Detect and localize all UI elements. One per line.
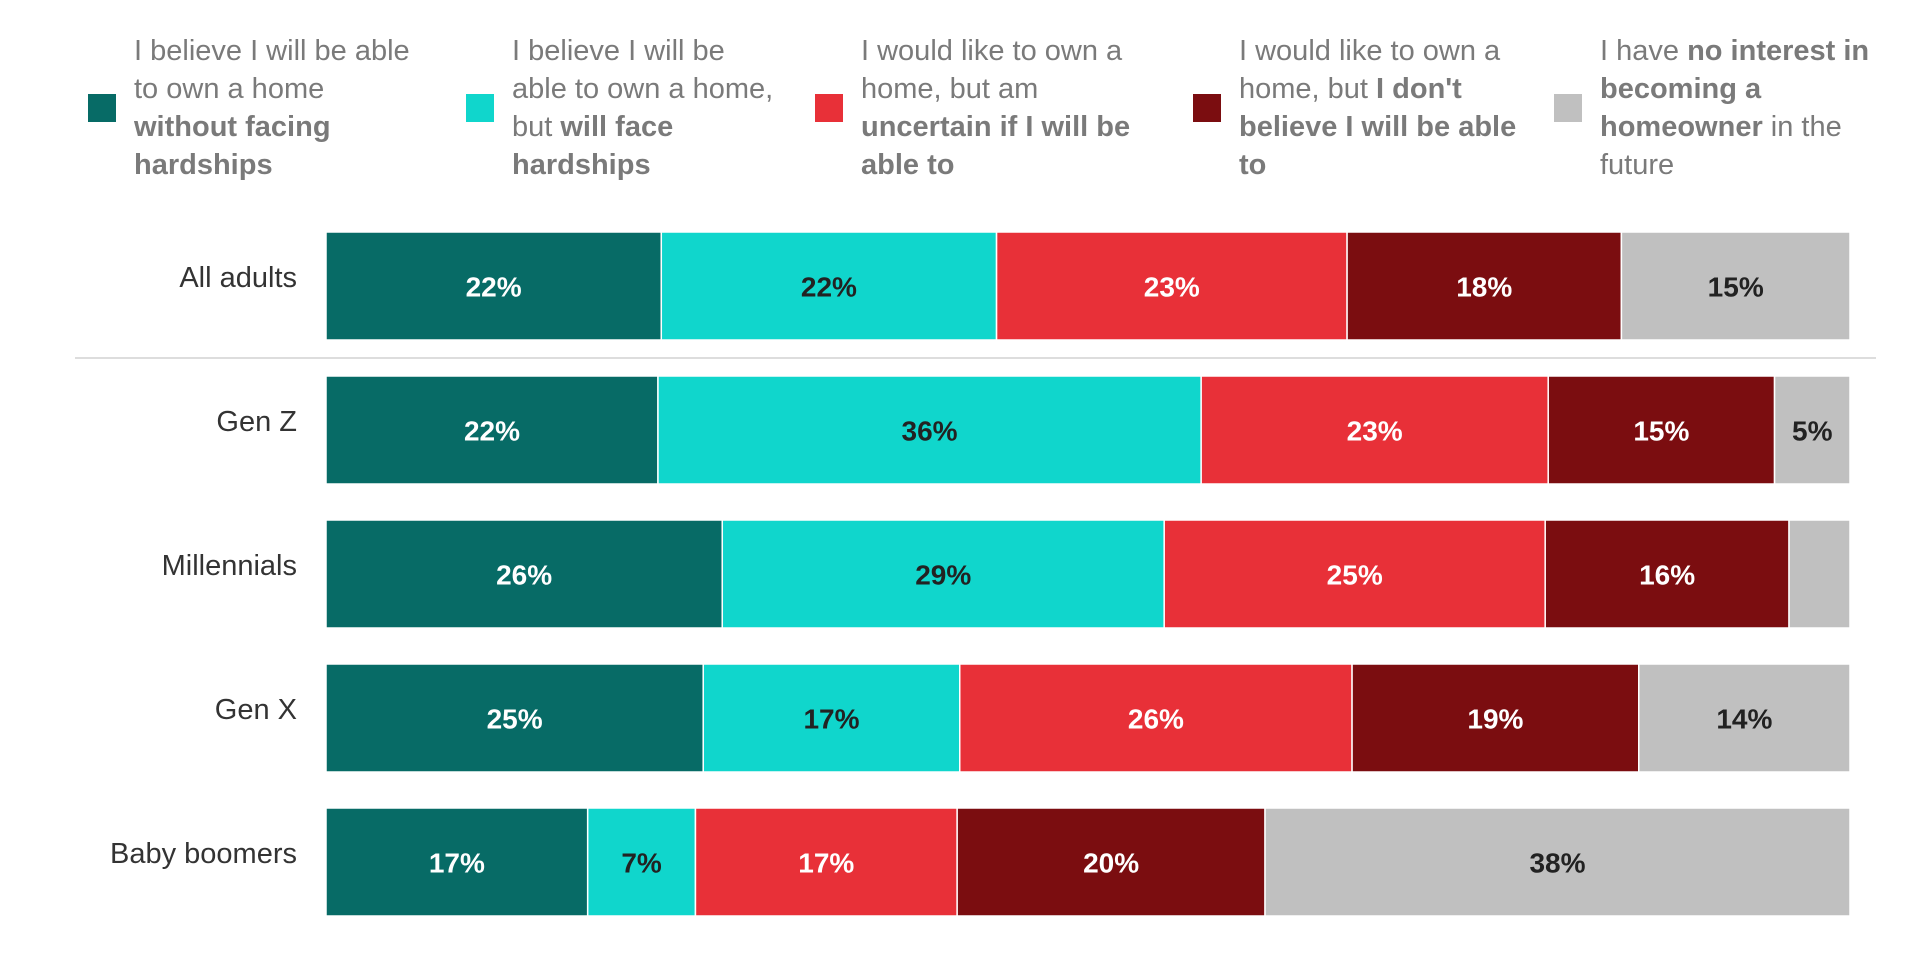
legend-label-text: I believe I will be able to own a home, … <box>512 35 774 143</box>
bar-segment-dont-believe <box>1351 663 1640 773</box>
category-label: Gen X <box>215 694 297 726</box>
legend-label-emphasis: will face hardships <box>512 111 674 181</box>
bar-segment-own-with-hardship <box>586 807 697 917</box>
legend-label-text: I would like to own a home, but am <box>861 35 1123 105</box>
legend-item-own-without-hardship: I believe I will be able to own a home w… <box>88 32 416 184</box>
bar-segment-own-with-hardship <box>657 375 1202 485</box>
data-label: 38% <box>1529 848 1585 879</box>
data-label: 14% <box>1716 704 1772 735</box>
bar-segment-own-without-hardship <box>325 375 659 485</box>
bar-segment-uncertain <box>995 231 1348 341</box>
bar-row: Millennials 26% 29% 25% 16% <box>162 519 1851 629</box>
data-label: 22% <box>466 272 522 303</box>
bar-segment-own-without-hardship <box>325 519 723 629</box>
data-label: 17% <box>798 848 854 879</box>
bar-segment-own-with-hardship <box>702 663 961 773</box>
data-label: 36% <box>902 416 958 447</box>
bar-segment-own-without-hardship <box>325 231 663 341</box>
bar-row: Gen X 25% 17% 26% 19% 14% <box>215 663 1851 773</box>
bar-row: Gen Z 22% 36% 23% 15% 5% <box>216 375 1851 485</box>
bar-row: Baby boomers 17% 7% 17% 20% 38% <box>110 807 1851 917</box>
bar-segment-no-interest <box>1620 231 1851 341</box>
data-label: 15% <box>1633 416 1689 447</box>
data-label: 26% <box>1128 704 1184 735</box>
bar-segment-no-interest <box>1638 663 1851 773</box>
legend-label-text: in the future <box>1600 111 1842 181</box>
data-label: 25% <box>1327 560 1383 591</box>
legend-label: I believe I will be able to own a home, … <box>512 32 782 184</box>
bar-segment-no-interest <box>1264 807 1851 917</box>
data-label: 20% <box>1083 848 1139 879</box>
legend-item-dont-believe: I would like to own a home, but I don't … <box>1193 32 1539 184</box>
legend-label: I have no interest in becoming a homeown… <box>1600 32 1890 184</box>
data-label: 19% <box>1467 704 1523 735</box>
legend-label: I would like to own a home, but am uncer… <box>861 32 1157 184</box>
data-label: 23% <box>1144 272 1200 303</box>
bar-segment-no-interest <box>1773 375 1851 485</box>
legend-swatch <box>1193 94 1221 122</box>
data-label: 22% <box>801 272 857 303</box>
legend-label-text: I would like to own a home, but <box>1239 35 1501 105</box>
bar-segment-own-without-hardship <box>325 807 589 917</box>
data-label: 17% <box>429 848 485 879</box>
data-label: 5% <box>1792 416 1833 447</box>
legend-swatch <box>815 94 843 122</box>
data-label: 29% <box>915 560 971 591</box>
legend-label-text: I believe I will be able to own a home <box>134 35 410 105</box>
legend-label-text: I have <box>1600 35 1688 67</box>
data-label: 17% <box>803 704 859 735</box>
legend-label-emphasis: without facing hardships <box>134 111 331 181</box>
data-label: 25% <box>487 704 543 735</box>
data-label: 18% <box>1456 272 1512 303</box>
legend-label: I believe I will be able to own a home w… <box>134 32 416 184</box>
bar-segment-dont-believe <box>956 807 1266 917</box>
category-label: Baby boomers <box>110 838 297 870</box>
category-label: All adults <box>179 262 297 294</box>
bar-segment-dont-believe <box>1346 231 1623 341</box>
data-label: 16% <box>1639 560 1695 591</box>
category-label: Millennials <box>162 550 297 582</box>
legend-label-emphasis: no interest in becoming a homeowner <box>1600 35 1870 143</box>
legend-item-own-with-hardship: I believe I will be able to own a home, … <box>466 32 782 184</box>
data-label: 7% <box>621 848 662 879</box>
data-label: 22% <box>464 416 520 447</box>
legend-swatch <box>88 94 116 122</box>
category-label: Gen Z <box>216 406 297 438</box>
bar-segment-own-without-hardship <box>325 663 704 773</box>
data-label: 15% <box>1708 272 1764 303</box>
data-label: 23% <box>1347 416 1403 447</box>
bar-segment-uncertain <box>1200 375 1549 485</box>
legend-label: I would like to own a home, but I don't … <box>1239 32 1539 184</box>
bar-segment-no-interest <box>1788 519 1851 629</box>
legend-item-uncertain: I would like to own a home, but am uncer… <box>815 32 1157 184</box>
legend-label-emphasis: I don't believe I will be able to <box>1239 73 1517 181</box>
legend-swatch <box>1554 94 1582 122</box>
bar-segment-uncertain <box>694 807 958 917</box>
legend-label-emphasis: uncertain if I will be able to <box>861 111 1131 181</box>
bar-segment-uncertain <box>958 663 1353 773</box>
bar-segment-dont-believe <box>1547 375 1776 485</box>
bar-segment-own-with-hardship <box>660 231 998 341</box>
data-label: 26% <box>496 560 552 591</box>
bar-row: All adults 22% 22% 23% 18% 15% <box>179 231 1851 341</box>
legend-swatch <box>466 94 494 122</box>
legend-item-no-interest: I have no interest in becoming a homeown… <box>1554 32 1890 184</box>
bar-segment-own-with-hardship <box>721 519 1165 629</box>
